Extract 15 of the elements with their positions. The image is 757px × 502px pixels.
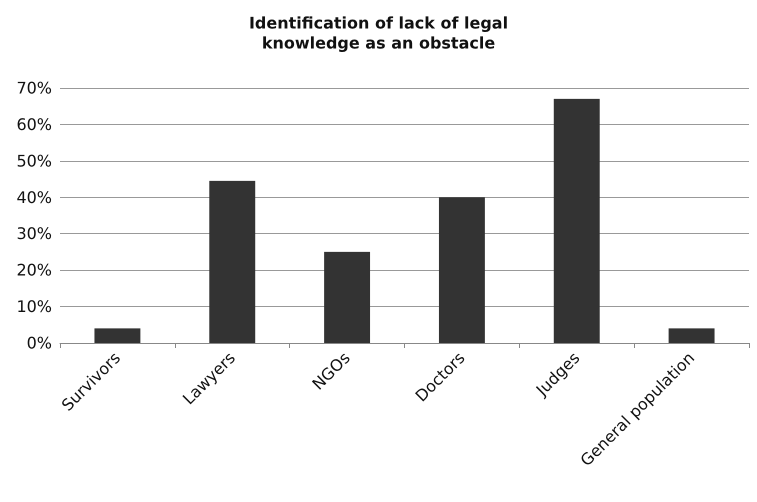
y-tick-label: 30% [16, 224, 52, 244]
y-tick-label: 40% [16, 188, 52, 207]
y-tick-label: 60% [16, 114, 52, 134]
y-tick-label: 10% [16, 297, 52, 316]
bar [94, 328, 140, 343]
y-tick-label: 50% [16, 151, 52, 170]
bar [668, 328, 715, 343]
y-tick-label: 20% [16, 260, 52, 280]
bar [438, 197, 485, 343]
bar [554, 98, 600, 343]
bar [209, 180, 256, 343]
chart-title: Identification of lack of legal knowledge as an obstacle [248, 14, 508, 52]
bar [324, 252, 370, 343]
y-tick-label: 0% [26, 334, 52, 352]
y-tick-label: 70% [16, 78, 52, 98]
